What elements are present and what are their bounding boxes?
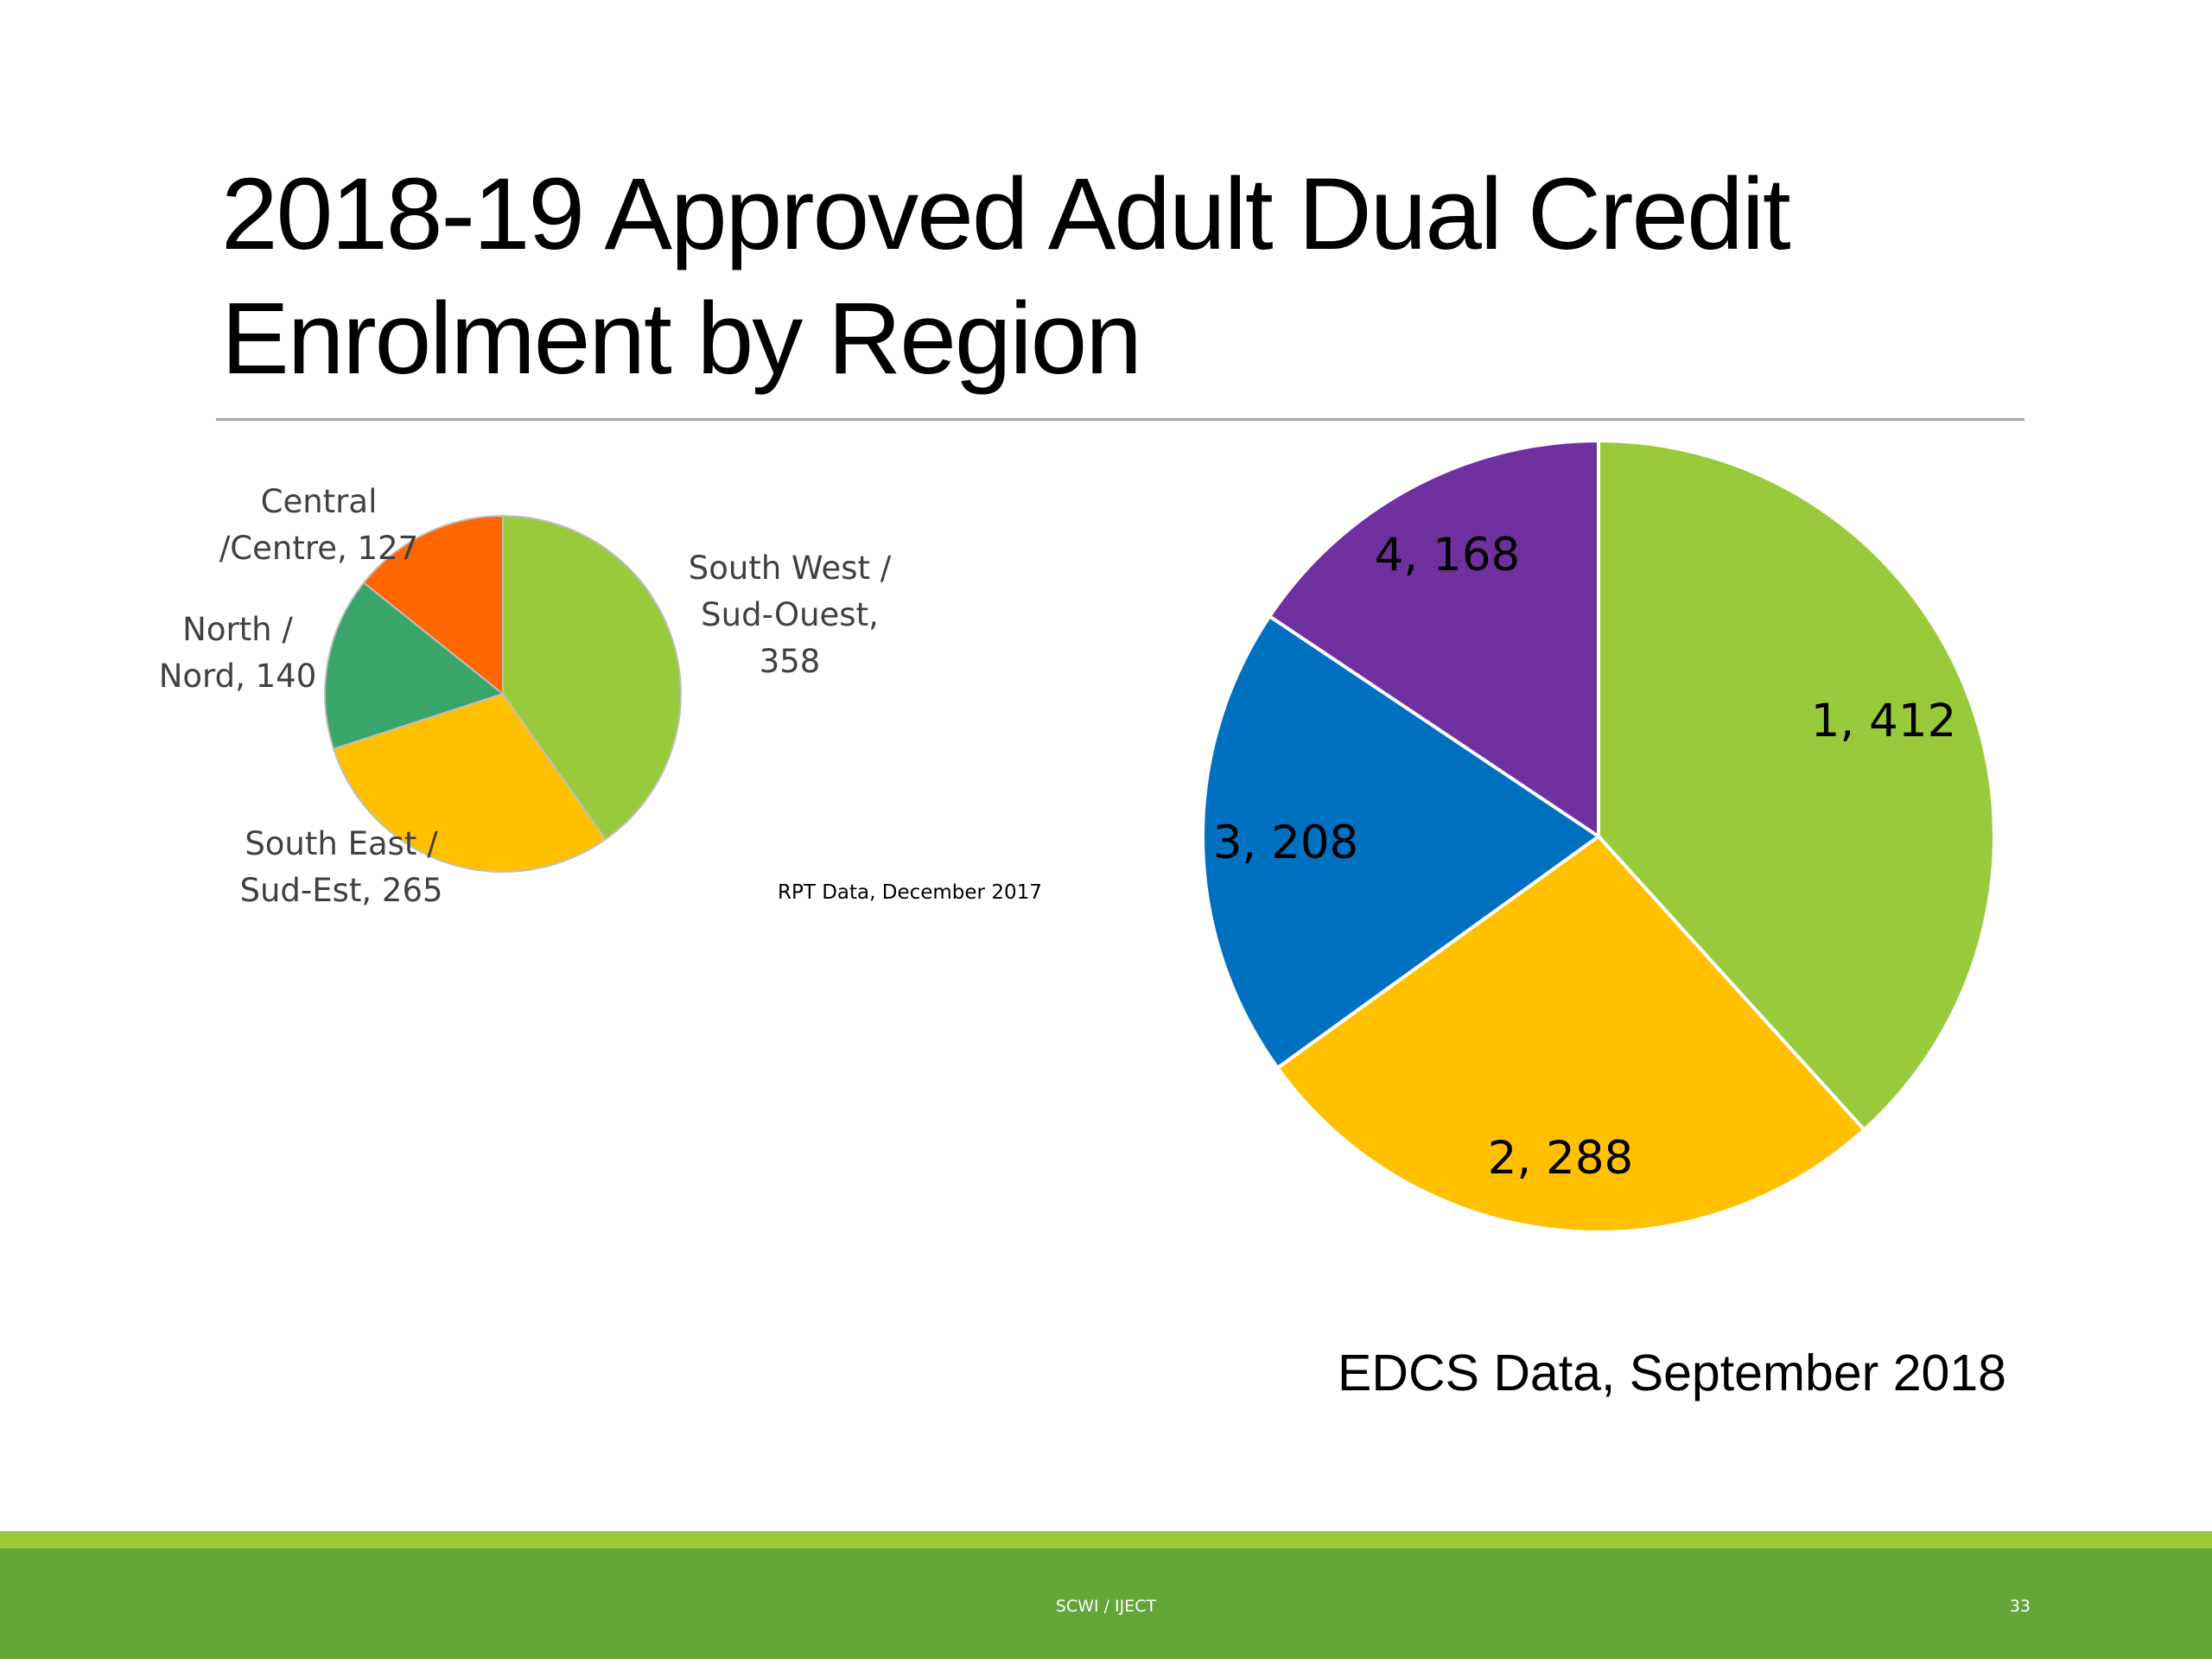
pie-slice — [1201, 613, 1602, 1071]
pie-data-label: 4, 168 — [1375, 529, 1521, 582]
footer-text: SCWI / IJECT — [1055, 1597, 1157, 1616]
pie-data-label: 3, 208 — [1213, 817, 1359, 869]
chart-source-edcs-2018: EDCS Data, September 2018 — [1338, 1344, 2006, 1402]
pie-slice — [324, 581, 505, 750]
pie-slice — [332, 692, 607, 873]
pie-slice — [362, 514, 504, 696]
pie-data-label: South East / Sud-Est, 265 — [239, 825, 442, 909]
pie-slice — [502, 514, 682, 841]
title-divider — [216, 418, 2024, 421]
footer-bar — [0, 1548, 2212, 1659]
pie-data-label: 1, 412 — [1811, 695, 1957, 747]
pie-chart-edcs-2018: 1, 412 2, 288 3, 208 4, 168 — [1201, 438, 1996, 1234]
pie-data-label: South West / Sud-Ouest, 358 — [689, 550, 892, 680]
pie-chart-rpt-2017: South West / Sud-Ouest, 358 South East / Sud… — [159, 483, 892, 909]
page-number: 33 — [2009, 1597, 2031, 1616]
chart-source-rpt-2017: RPT Data, December 2017 — [778, 881, 1042, 904]
pie-data-label: North / Nord, 140 — [159, 611, 317, 695]
pie-slice — [1597, 438, 1996, 1133]
pie-slice — [1274, 834, 1867, 1234]
slide-title: 2018-19 Approved Adult Dual Credit Enrol… — [221, 157, 1791, 396]
footer-accent-line — [0, 1531, 2212, 1548]
pie-data-label: Central/Centre, 127 — [219, 483, 418, 567]
pie-slice — [1267, 438, 1600, 840]
pie-data-label: 2, 288 — [1488, 1132, 1634, 1185]
